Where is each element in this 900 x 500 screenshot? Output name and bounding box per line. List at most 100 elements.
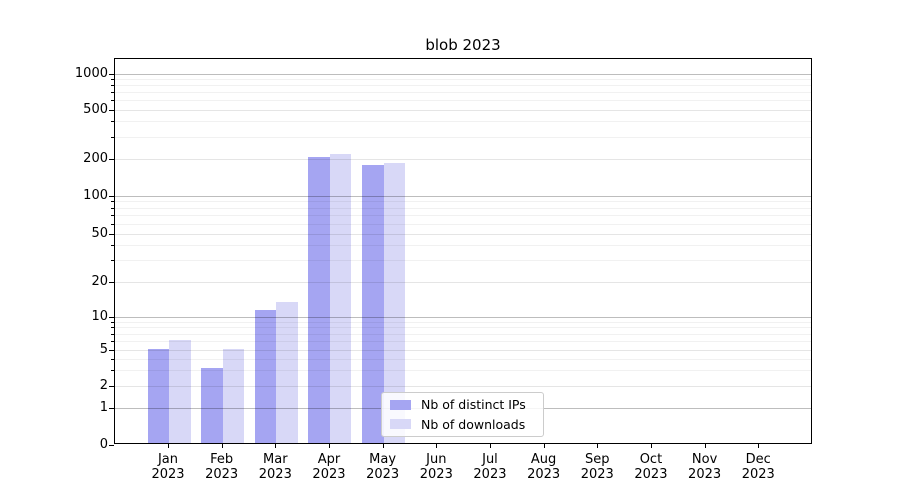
gridline-y [115, 281, 811, 283]
chart-title: blob 2023 [425, 36, 501, 54]
x-tick-label: Sep 2023 [580, 452, 614, 482]
x-tick-label: Jul 2023 [473, 452, 507, 482]
gridline-y [115, 195, 811, 197]
x-tick-mark [650, 444, 652, 448]
y-tick-label: 2 [99, 377, 108, 393]
gridline-y-minor [115, 333, 811, 335]
legend-row: Nb of distinct IPs [388, 395, 537, 415]
gridline-y-minor [115, 136, 811, 138]
legend-swatch-downloads [390, 419, 411, 430]
legend-swatch-distinct-ips [390, 399, 411, 410]
x-tick-label: Oct 2023 [634, 452, 668, 482]
y-tick-mark-minor [111, 260, 114, 262]
x-tick-label: May 2023 [366, 452, 400, 482]
y-tick-mark-minor [111, 215, 114, 217]
gridline-y [115, 158, 811, 160]
legend: Nb of distinct IPs Nb of downloads [381, 392, 544, 437]
bar-downloads [169, 339, 191, 443]
bar-distinct-ips [147, 348, 169, 443]
y-tick-mark [109, 109, 114, 111]
x-tick-mark [489, 444, 491, 448]
x-tick-label: Feb 2023 [205, 452, 239, 482]
x-tick-mark [543, 444, 545, 448]
bar-distinct-ips [201, 368, 223, 443]
y-tick-mark [109, 444, 114, 446]
y-tick-mark [109, 158, 114, 160]
y-tick-mark-minor [111, 333, 114, 335]
gridline-y-minor [115, 100, 811, 102]
y-tick-label: 500 [83, 101, 108, 117]
y-tick-mark-minor [111, 201, 114, 203]
y-tick-label: 100 [83, 187, 108, 203]
gridline-y-minor [115, 223, 811, 225]
legend-row: Nb of downloads [388, 415, 537, 435]
bar-downloads [383, 162, 406, 443]
y-tick-label: 200 [83, 150, 108, 166]
x-tick-mark [758, 444, 760, 448]
y-tick-mark [109, 73, 114, 75]
gridline-y-minor [115, 121, 811, 123]
y-tick-mark [109, 385, 114, 387]
bar-downloads [276, 301, 298, 443]
y-tick-mark [109, 281, 114, 283]
gridline-y-minor [115, 321, 811, 323]
y-tick-mark-minor [111, 100, 114, 102]
y-tick-mark-minor [111, 321, 114, 323]
x-tick-mark [221, 444, 223, 448]
x-tick-label: Aug 2023 [527, 452, 561, 482]
x-tick-label: Jun 2023 [419, 452, 453, 482]
gridline-y [115, 350, 811, 351]
x-tick-mark [382, 444, 384, 448]
gridline-y-minor [115, 201, 811, 203]
y-tick-label: 5 [99, 342, 108, 357]
y-tick-mark-minor [111, 327, 114, 329]
y-tick-label: 1 [99, 399, 108, 415]
gridline-y [115, 316, 811, 318]
y-tick-mark [109, 407, 114, 409]
gridline-y-minor [115, 85, 811, 87]
y-tick-mark-minor [111, 85, 114, 87]
x-tick-mark [328, 444, 330, 448]
gridline-y-minor [115, 207, 811, 209]
x-tick-mark [597, 444, 599, 448]
x-tick-mark [275, 444, 277, 448]
y-tick-mark [109, 350, 114, 351]
y-tick-label: 50 [91, 225, 108, 241]
gridline-y-minor [115, 245, 811, 247]
y-tick-mark-minor [111, 341, 114, 343]
y-tick-mark-minor [111, 245, 114, 247]
bar-distinct-ips [362, 164, 384, 443]
gridline-y-minor [115, 341, 811, 343]
y-tick-label: 1000 [74, 65, 108, 81]
bar-downloads [222, 348, 245, 443]
y-tick-mark-minor [111, 92, 114, 94]
x-tick-label: Mar 2023 [258, 452, 292, 482]
x-tick-label: Nov 2023 [688, 452, 722, 482]
y-tick-mark [109, 195, 114, 197]
y-tick-label: 20 [91, 273, 108, 289]
x-tick-mark [436, 444, 438, 448]
x-tick-label: Dec 2023 [741, 452, 775, 482]
gridline-y [115, 73, 811, 75]
gridline-y-minor [115, 215, 811, 217]
gridline-y-minor [115, 78, 811, 80]
y-tick-label: 0 [99, 436, 108, 452]
gridline-y [115, 109, 811, 111]
y-tick-mark-minor [111, 78, 114, 80]
y-tick-mark [109, 233, 114, 235]
y-tick-label: 10 [91, 308, 108, 324]
legend-label-distinct-ips: Nb of distinct IPs [421, 397, 526, 413]
gridline-y-minor [115, 260, 811, 262]
y-tick-mark-minor [111, 369, 114, 371]
gridline-y-minor [115, 327, 811, 329]
x-tick-mark [168, 444, 169, 448]
bar-distinct-ips [308, 157, 330, 443]
x-tick-label: Apr 2023 [312, 452, 346, 482]
y-tick-mark [109, 316, 114, 318]
x-tick-mark [704, 444, 706, 448]
y-tick-mark-minor [111, 223, 114, 225]
bar-distinct-ips [254, 310, 277, 443]
plot-area [109, 58, 812, 446]
gridline-y-minor [115, 358, 811, 360]
